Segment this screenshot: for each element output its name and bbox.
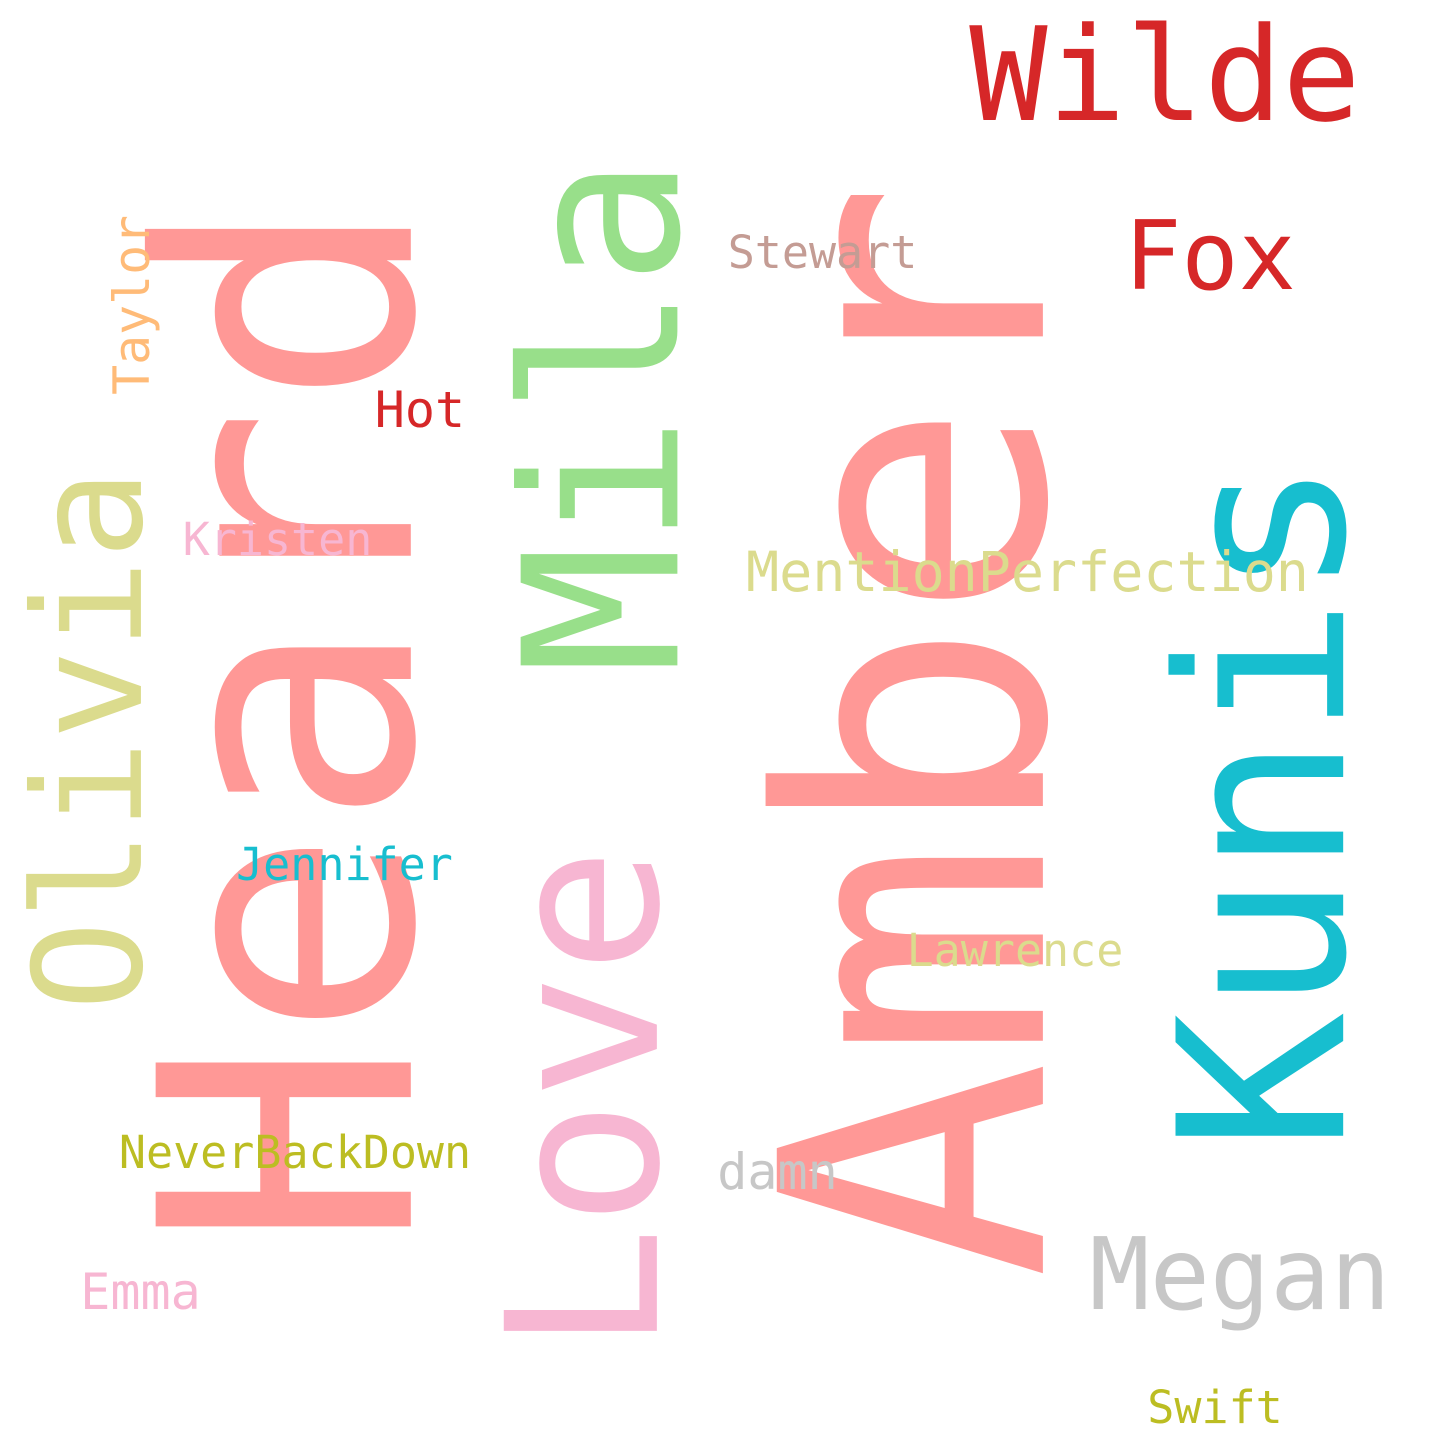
word-love: Love (461, 847, 707, 1353)
word-jennifer: Jennifer (236, 838, 453, 891)
word-damn: damn (717, 1143, 838, 1201)
word-taylor: Taylor (103, 215, 162, 395)
word-swift: Swift (1147, 1381, 1283, 1434)
word-lawrence: Lawrence (906, 924, 1124, 977)
word-wilde: Wilde (969, 0, 1361, 151)
word-megan: Megan (1089, 1216, 1391, 1333)
word-mentionperfection: MentionPerfection (746, 540, 1309, 604)
word-kristen: Kristen (182, 513, 373, 566)
word-amber: Amber (704, 180, 1130, 1280)
word-fox: Fox (1124, 202, 1296, 312)
word-hot: Hot (374, 381, 466, 439)
word-emma: Emma (80, 1263, 201, 1321)
word-olivia: Olivia (3, 469, 178, 1011)
word-mila: Mila (476, 156, 728, 674)
word-neverbackdown: NeverBackDown (118, 1126, 472, 1179)
word-stewart: Stewart (727, 226, 918, 279)
